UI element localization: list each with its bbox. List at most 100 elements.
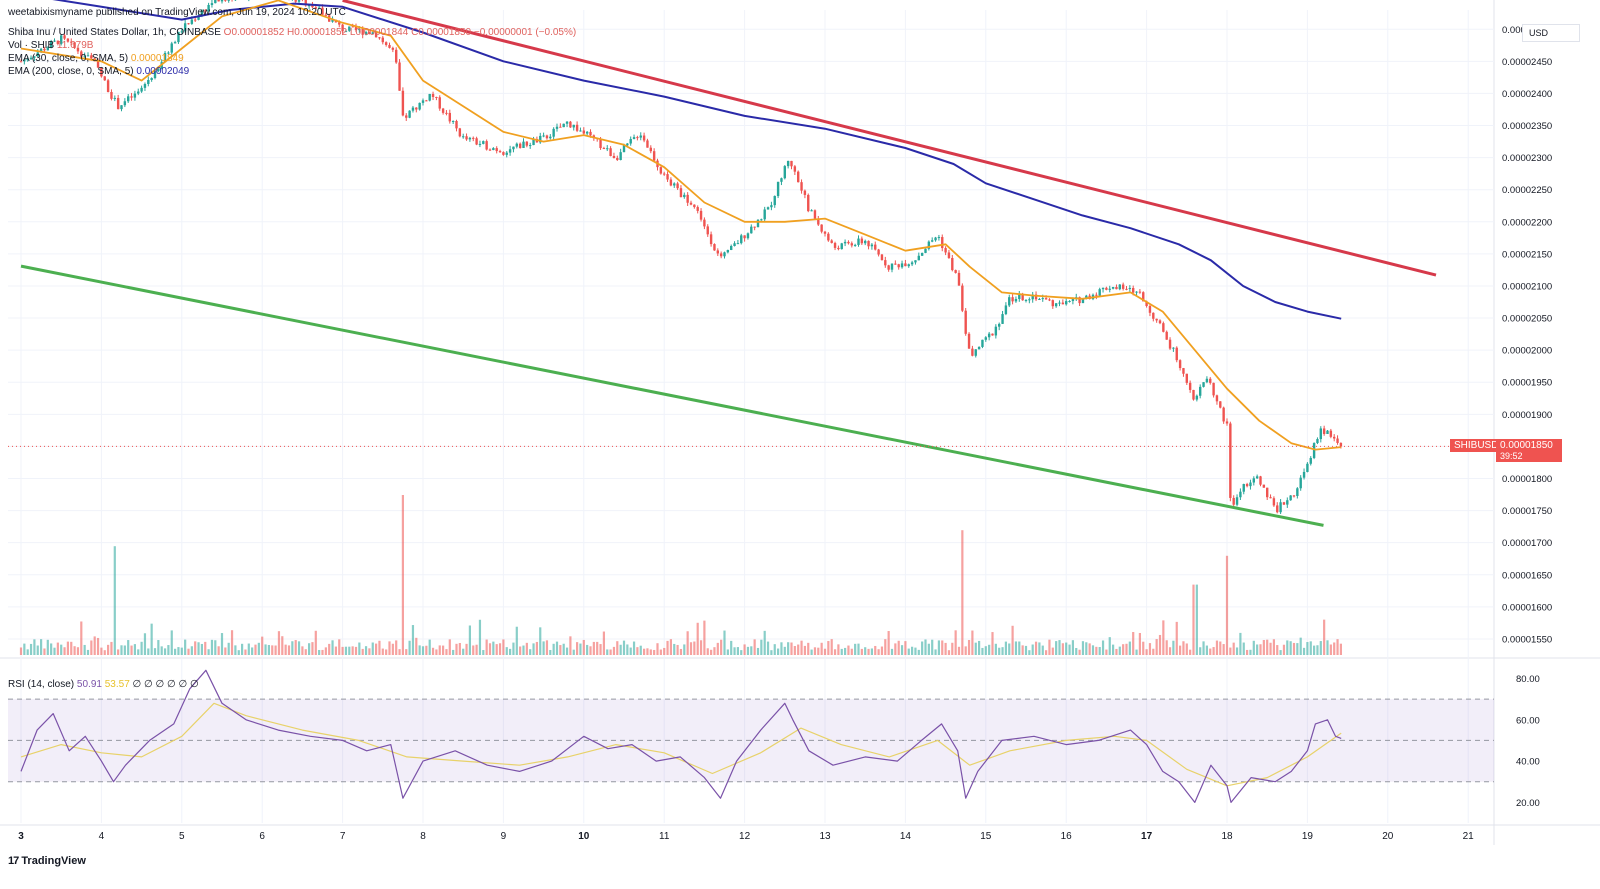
- candle-body: [1125, 288, 1128, 290]
- candle-body: [1339, 442, 1343, 447]
- candle-body: [1286, 500, 1289, 505]
- time-tick-label: 10: [578, 831, 590, 842]
- rsi-legend[interactable]: RSI (14, close) 50.91 53.57 ∅ ∅ ∅ ∅ ∅ ∅: [8, 679, 199, 690]
- volume-bar: [204, 641, 207, 655]
- candle-body: [147, 79, 150, 85]
- candle-body: [368, 32, 371, 34]
- candle-body: [331, 19, 334, 22]
- candle-body: [776, 181, 780, 197]
- ema30-label: EMA (30, close, 0, SMA, 5): [8, 53, 129, 64]
- volume-bar: [344, 646, 348, 655]
- volume-bar: [1175, 621, 1178, 655]
- candle-body: [116, 97, 120, 110]
- volume-bar: [860, 648, 863, 655]
- volume-legend[interactable]: Vol · SHIB 11.679B: [8, 40, 93, 51]
- symbol-title-row[interactable]: Shiba Inu / United States Dollar, 1h, CO…: [8, 27, 576, 38]
- volume-bar: [375, 643, 378, 655]
- symbol-title[interactable]: Shiba Inu / United States Dollar, 1h, CO…: [8, 27, 221, 38]
- volume-bar: [184, 639, 187, 655]
- volume-bar: [840, 648, 843, 655]
- tradingview-logo[interactable]: 17 TradingView: [8, 855, 86, 867]
- volume-bar: [820, 642, 823, 655]
- candle-body: [971, 348, 974, 356]
- volume-bar: [452, 649, 455, 655]
- volume-bar: [582, 639, 585, 655]
- volume-bar: [408, 640, 411, 655]
- volume-bar: [227, 642, 230, 655]
- volume-bar: [1272, 639, 1275, 655]
- candle-body: [642, 135, 646, 141]
- volume-bar: [385, 649, 388, 655]
- candle-body: [1329, 430, 1333, 437]
- candle-body: [991, 333, 994, 336]
- time-tick-label: 16: [1061, 831, 1073, 842]
- volume-bar: [445, 649, 448, 655]
- volume-bar: [431, 647, 435, 655]
- candle-body: [927, 241, 931, 249]
- candle-body: [1115, 286, 1118, 290]
- candle-body: [1289, 495, 1292, 501]
- ema30-line: [20, 0, 1342, 451]
- volume-bar: [659, 649, 662, 655]
- volume-bar: [40, 639, 43, 655]
- candle-body: [977, 346, 981, 350]
- candle-body: [616, 157, 619, 161]
- volume-bar: [23, 643, 26, 655]
- volume-bar: [1085, 642, 1088, 655]
- candle-body: [502, 152, 505, 155]
- candle-body: [706, 226, 709, 235]
- volume-bar: [525, 642, 528, 655]
- candle-body: [475, 138, 478, 145]
- volume-bar: [569, 636, 572, 655]
- price-tick-label: 0.00001650: [1502, 570, 1552, 581]
- volume-bar: [140, 641, 143, 655]
- volume-bar: [435, 649, 438, 655]
- volume-bar: [401, 495, 404, 655]
- volume-bar: [957, 646, 961, 655]
- candle-body: [870, 244, 874, 247]
- volume-bar: [693, 641, 696, 655]
- candle-body: [224, 0, 227, 1]
- rsi-line: [20, 669, 1342, 804]
- logo-text: TradingView: [21, 855, 86, 867]
- volume-bar: [36, 645, 39, 655]
- candle-body: [1272, 498, 1276, 506]
- ema30-legend[interactable]: EMA (30, close, 0, SMA, 5) 0.00001849: [8, 53, 184, 64]
- candle-body: [518, 143, 522, 148]
- volume-bar: [562, 643, 565, 655]
- volume-bar: [978, 640, 981, 655]
- volume-bar: [710, 649, 713, 655]
- ema200-legend[interactable]: EMA (200, close, 0, SMA, 5) 0.00002049: [8, 66, 189, 77]
- volume-bar: [780, 642, 783, 655]
- candle-body: [793, 166, 797, 172]
- candle-body: [894, 263, 897, 265]
- candle-body: [455, 120, 458, 129]
- volume-bar: [529, 649, 532, 655]
- volume-bar: [626, 644, 629, 655]
- candle-body: [1095, 294, 1098, 296]
- volume-bar: [1309, 641, 1312, 655]
- volume-bar: [1045, 650, 1048, 655]
- candle-body: [823, 231, 827, 234]
- volume-value: 11.679B: [56, 40, 94, 51]
- candle-body: [1098, 289, 1101, 296]
- candle-body: [1322, 428, 1326, 434]
- volume-bar: [468, 625, 471, 655]
- volume-bar: [264, 644, 267, 655]
- volume-bar: [669, 639, 672, 655]
- volume-bar: [76, 647, 80, 655]
- volume-bar: [726, 649, 729, 655]
- volume-bar: [522, 645, 525, 655]
- volume-bar: [147, 648, 150, 655]
- volume-bar: [177, 647, 180, 655]
- volume-bar: [1112, 644, 1115, 655]
- rsi-band: [8, 698, 1494, 783]
- candle-body: [1145, 301, 1148, 307]
- currency-selector[interactable]: USD: [1522, 24, 1580, 42]
- volume-bar: [629, 647, 632, 655]
- candle-body: [937, 237, 941, 239]
- volume-bar: [683, 644, 686, 655]
- candle-body: [1326, 430, 1329, 434]
- volume-bar: [274, 645, 277, 655]
